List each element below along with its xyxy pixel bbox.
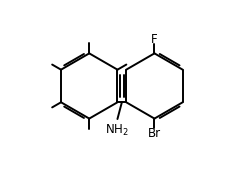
- Text: Br: Br: [148, 127, 161, 140]
- Text: F: F: [151, 33, 158, 46]
- Text: NH$_2$: NH$_2$: [105, 123, 128, 138]
